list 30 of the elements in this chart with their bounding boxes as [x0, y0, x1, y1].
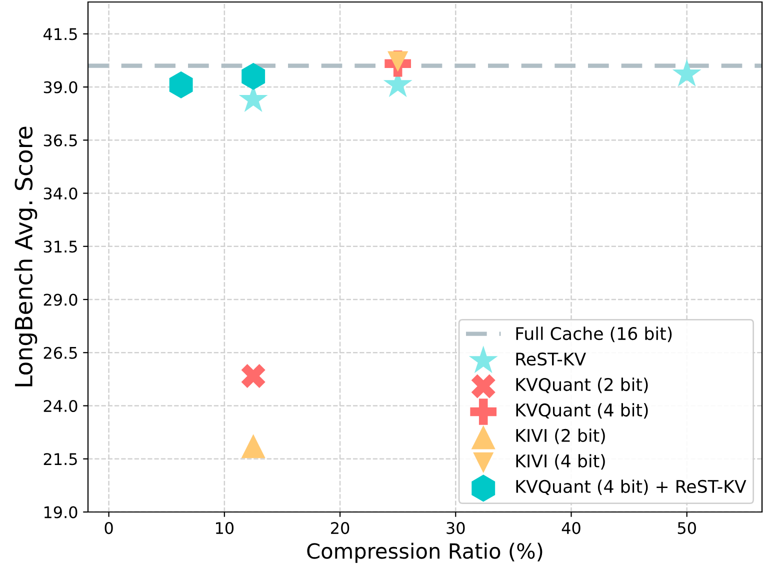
point	[169, 71, 193, 98]
legend-label: KVQuant (4 bit) + ReST-KV	[516, 480, 746, 496]
x-tick-label: 0	[104, 522, 113, 534]
y-tick-label: 34.0	[44, 187, 78, 200]
point	[242, 62, 266, 90]
legend-label: ReST-KV	[516, 352, 586, 366]
legend-label: KVQuant (4 bit)	[516, 403, 648, 419]
y-tick-label: 31.5	[44, 240, 77, 253]
x-tick-label: 50	[678, 522, 696, 534]
point	[672, 59, 702, 87]
y-tick-label: 19.0	[44, 506, 78, 518]
y-tick-label: 41.5	[43, 28, 77, 40]
x-tick-label: 20	[331, 522, 350, 534]
y-tick-label: 29.0	[44, 294, 78, 306]
legend-label: KIVI (4 bit)	[516, 454, 605, 470]
y-axis-title: LongBench Avg. Score	[14, 126, 38, 386]
legend-label: KVQuant (2 bit)	[516, 378, 648, 394]
x-axis-title: Compression Ratio (%)	[307, 542, 542, 563]
x-tick-label: 40	[562, 522, 580, 534]
legend-label: KIVI (2 bit)	[516, 428, 605, 444]
point	[241, 364, 266, 388]
x-tick-label: 10	[216, 522, 234, 534]
point	[241, 434, 266, 458]
y-tick-label: 39.0	[44, 81, 78, 94]
y-tick-label: 36.5	[44, 134, 77, 146]
y-tick-label: 24.0	[44, 400, 78, 412]
legend-label: Full Cache (16 bit)	[516, 326, 672, 342]
x-tick-label: 30	[446, 522, 465, 534]
y-tick-label: 21.5	[44, 453, 77, 466]
y-tick-label: 26.5	[44, 346, 77, 359]
